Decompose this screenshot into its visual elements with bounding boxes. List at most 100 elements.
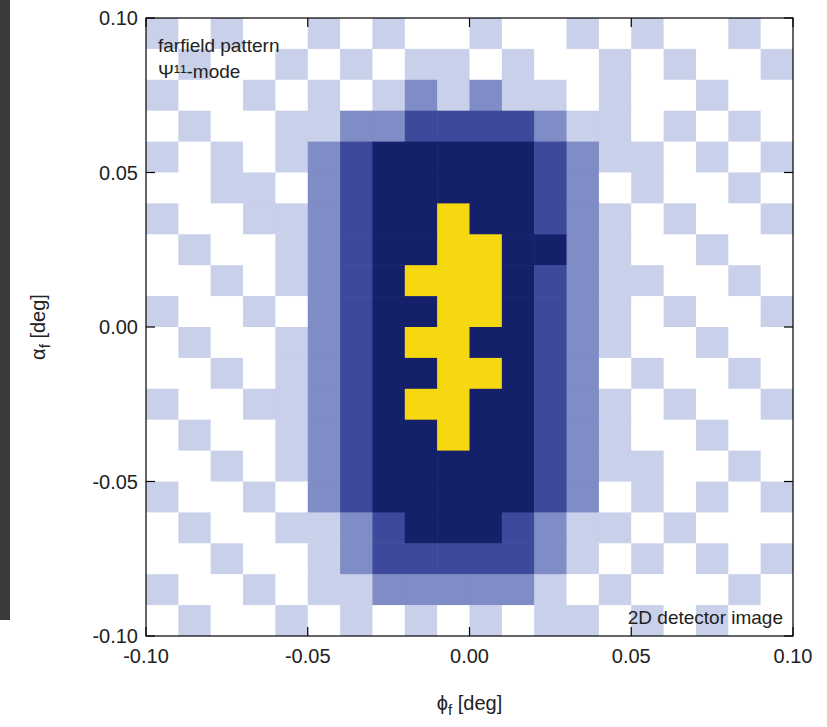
cell — [502, 49, 535, 81]
cell — [340, 173, 373, 205]
cell — [372, 173, 405, 205]
cell — [372, 80, 405, 112]
cell — [405, 18, 438, 50]
cell — [308, 111, 341, 143]
y-tick-label: -0.05 — [92, 471, 138, 493]
cell — [340, 420, 373, 452]
cell — [470, 512, 503, 544]
cell — [567, 111, 600, 143]
cell — [308, 543, 341, 575]
cell — [211, 203, 244, 235]
cell — [405, 451, 438, 483]
cell — [567, 203, 600, 235]
cell — [696, 111, 729, 143]
cell — [308, 420, 341, 452]
cell — [405, 173, 438, 205]
cell — [437, 296, 470, 328]
x-tick — [469, 627, 470, 636]
cell — [502, 296, 535, 328]
cell — [405, 296, 438, 328]
cell — [405, 512, 438, 544]
cell — [470, 358, 503, 390]
cell — [631, 574, 664, 606]
y-tick-right — [784, 172, 793, 173]
x-tick-top — [469, 18, 470, 27]
cell — [405, 389, 438, 421]
cell — [243, 451, 276, 483]
cell — [211, 358, 244, 390]
cell — [599, 451, 632, 483]
cell — [664, 18, 697, 50]
cell — [437, 605, 470, 636]
cell — [761, 18, 793, 50]
cell — [599, 574, 632, 606]
cell — [211, 574, 244, 606]
cell — [761, 451, 793, 483]
cell — [631, 265, 664, 297]
cell — [664, 203, 697, 235]
x-tick-top — [792, 18, 793, 27]
cell — [243, 358, 276, 390]
cell — [502, 173, 535, 205]
cell — [178, 203, 211, 235]
cell — [502, 18, 535, 50]
cell — [308, 451, 341, 483]
cell — [340, 111, 373, 143]
cell — [372, 574, 405, 606]
cell — [372, 142, 405, 174]
cell — [275, 543, 308, 575]
cell — [631, 451, 664, 483]
cell — [599, 203, 632, 235]
cell — [631, 111, 664, 143]
cell — [534, 142, 567, 174]
cell — [275, 111, 308, 143]
cell — [664, 49, 697, 81]
cell — [631, 482, 664, 514]
cell — [178, 234, 211, 265]
cell — [631, 142, 664, 174]
plot-frame — [146, 18, 793, 636]
cell — [405, 203, 438, 235]
cells — [146, 18, 793, 636]
y-tick-right — [784, 635, 793, 636]
cell — [243, 512, 276, 544]
cell — [275, 358, 308, 390]
cell — [146, 543, 179, 575]
cell — [340, 18, 373, 50]
cell — [761, 358, 793, 390]
cell — [761, 203, 793, 235]
cell — [243, 173, 276, 205]
cell — [761, 482, 793, 514]
cell — [664, 111, 697, 143]
cell — [696, 420, 729, 452]
cell — [211, 111, 244, 143]
y-tick-label: 0.05 — [99, 162, 138, 184]
cell — [243, 296, 276, 328]
cell — [534, 265, 567, 297]
cell — [243, 265, 276, 297]
cell — [664, 358, 697, 390]
cell — [372, 482, 405, 514]
y-tick — [146, 17, 155, 18]
cell — [696, 389, 729, 421]
cell — [567, 574, 600, 606]
cell — [178, 512, 211, 544]
cell — [599, 80, 632, 112]
cell — [437, 142, 470, 174]
cell — [146, 482, 179, 514]
cell — [178, 111, 211, 143]
chart: -0.10-0.050.000.050.10-0.10-0.050.000.05… — [0, 0, 827, 727]
cell — [437, 111, 470, 143]
cell — [146, 111, 179, 143]
annotation: Ψ¹¹-mode — [158, 61, 240, 82]
cell — [599, 358, 632, 390]
cell — [372, 420, 405, 452]
cell — [146, 420, 179, 452]
cell — [372, 605, 405, 636]
cell — [567, 389, 600, 421]
cell — [631, 512, 664, 544]
cell — [178, 543, 211, 575]
cell — [534, 18, 567, 50]
cell — [340, 49, 373, 81]
cell — [631, 327, 664, 359]
